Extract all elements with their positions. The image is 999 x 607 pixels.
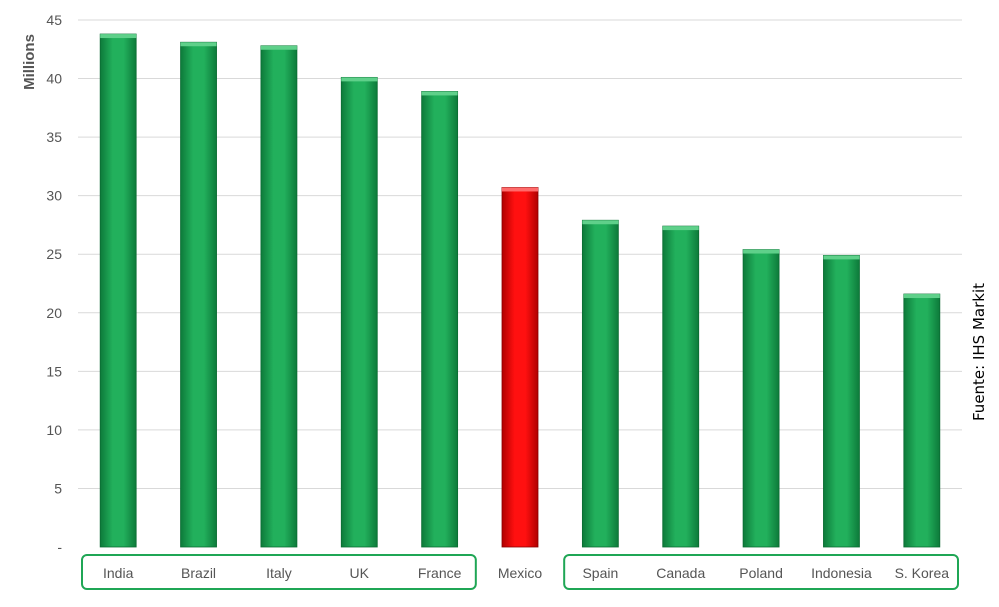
bar-cap: [502, 187, 538, 192]
bar-cap: [823, 255, 860, 260]
y-tick-label: 15: [46, 363, 62, 379]
category-label: Spain: [582, 565, 618, 581]
y-tick-label: 20: [46, 305, 62, 321]
category-group-box: [81, 554, 477, 590]
bar-cap: [903, 294, 940, 299]
bar-india: [99, 33, 137, 548]
category-label: S. Korea: [895, 565, 950, 581]
category-label: Brazil: [181, 565, 216, 581]
bar-mexico: [501, 187, 539, 548]
y-tick-label: 30: [46, 188, 62, 204]
bar-canada: [662, 225, 700, 548]
bar-brazil: [180, 41, 217, 548]
bar-indonesia: [823, 254, 860, 548]
bar-cap: [100, 34, 137, 39]
category-label: France: [418, 565, 462, 581]
bar-spain: [581, 219, 619, 548]
y-axis-ticks: - 5 10 15 20 25 30 35 40 45: [46, 12, 62, 555]
bar-cap: [421, 91, 458, 96]
bars: [99, 33, 941, 548]
bar-cap: [662, 226, 699, 231]
bar-cap: [743, 249, 780, 254]
y-tick-label: 35: [46, 129, 62, 145]
y-tick-label: 5: [54, 480, 62, 496]
bar-s-korea: [903, 293, 941, 548]
y-tick-label: 25: [46, 246, 62, 262]
source-note: Fuente: IHS Markit: [970, 283, 988, 421]
bar-cap: [180, 42, 217, 47]
category-labels: India Brazil Italy UK France Mexico Spain Canad…: [103, 565, 949, 581]
category-label: India: [103, 565, 134, 581]
bar-poland: [742, 249, 780, 548]
y-tick-label: 10: [46, 422, 62, 438]
y-tick-label: 45: [46, 12, 62, 28]
category-label: Poland: [739, 565, 783, 581]
category-group-boxes: [81, 554, 959, 590]
bar-cap: [341, 77, 378, 82]
bar-cap: [260, 45, 297, 50]
category-group-box: [563, 554, 959, 590]
category-label: Canada: [656, 565, 705, 581]
y-axis-label: Millions: [21, 34, 38, 90]
category-label: UK: [350, 565, 370, 581]
bar-italy: [260, 45, 298, 548]
y-tick-label: -: [57, 539, 62, 555]
category-label: Mexico: [498, 565, 543, 581]
category-label: Indonesia: [811, 565, 872, 581]
bar-france: [421, 91, 459, 548]
bar-uk: [340, 76, 378, 548]
bar-cap: [582, 220, 619, 225]
y-tick-label: 40: [46, 71, 62, 87]
category-label: Italy: [266, 565, 292, 581]
